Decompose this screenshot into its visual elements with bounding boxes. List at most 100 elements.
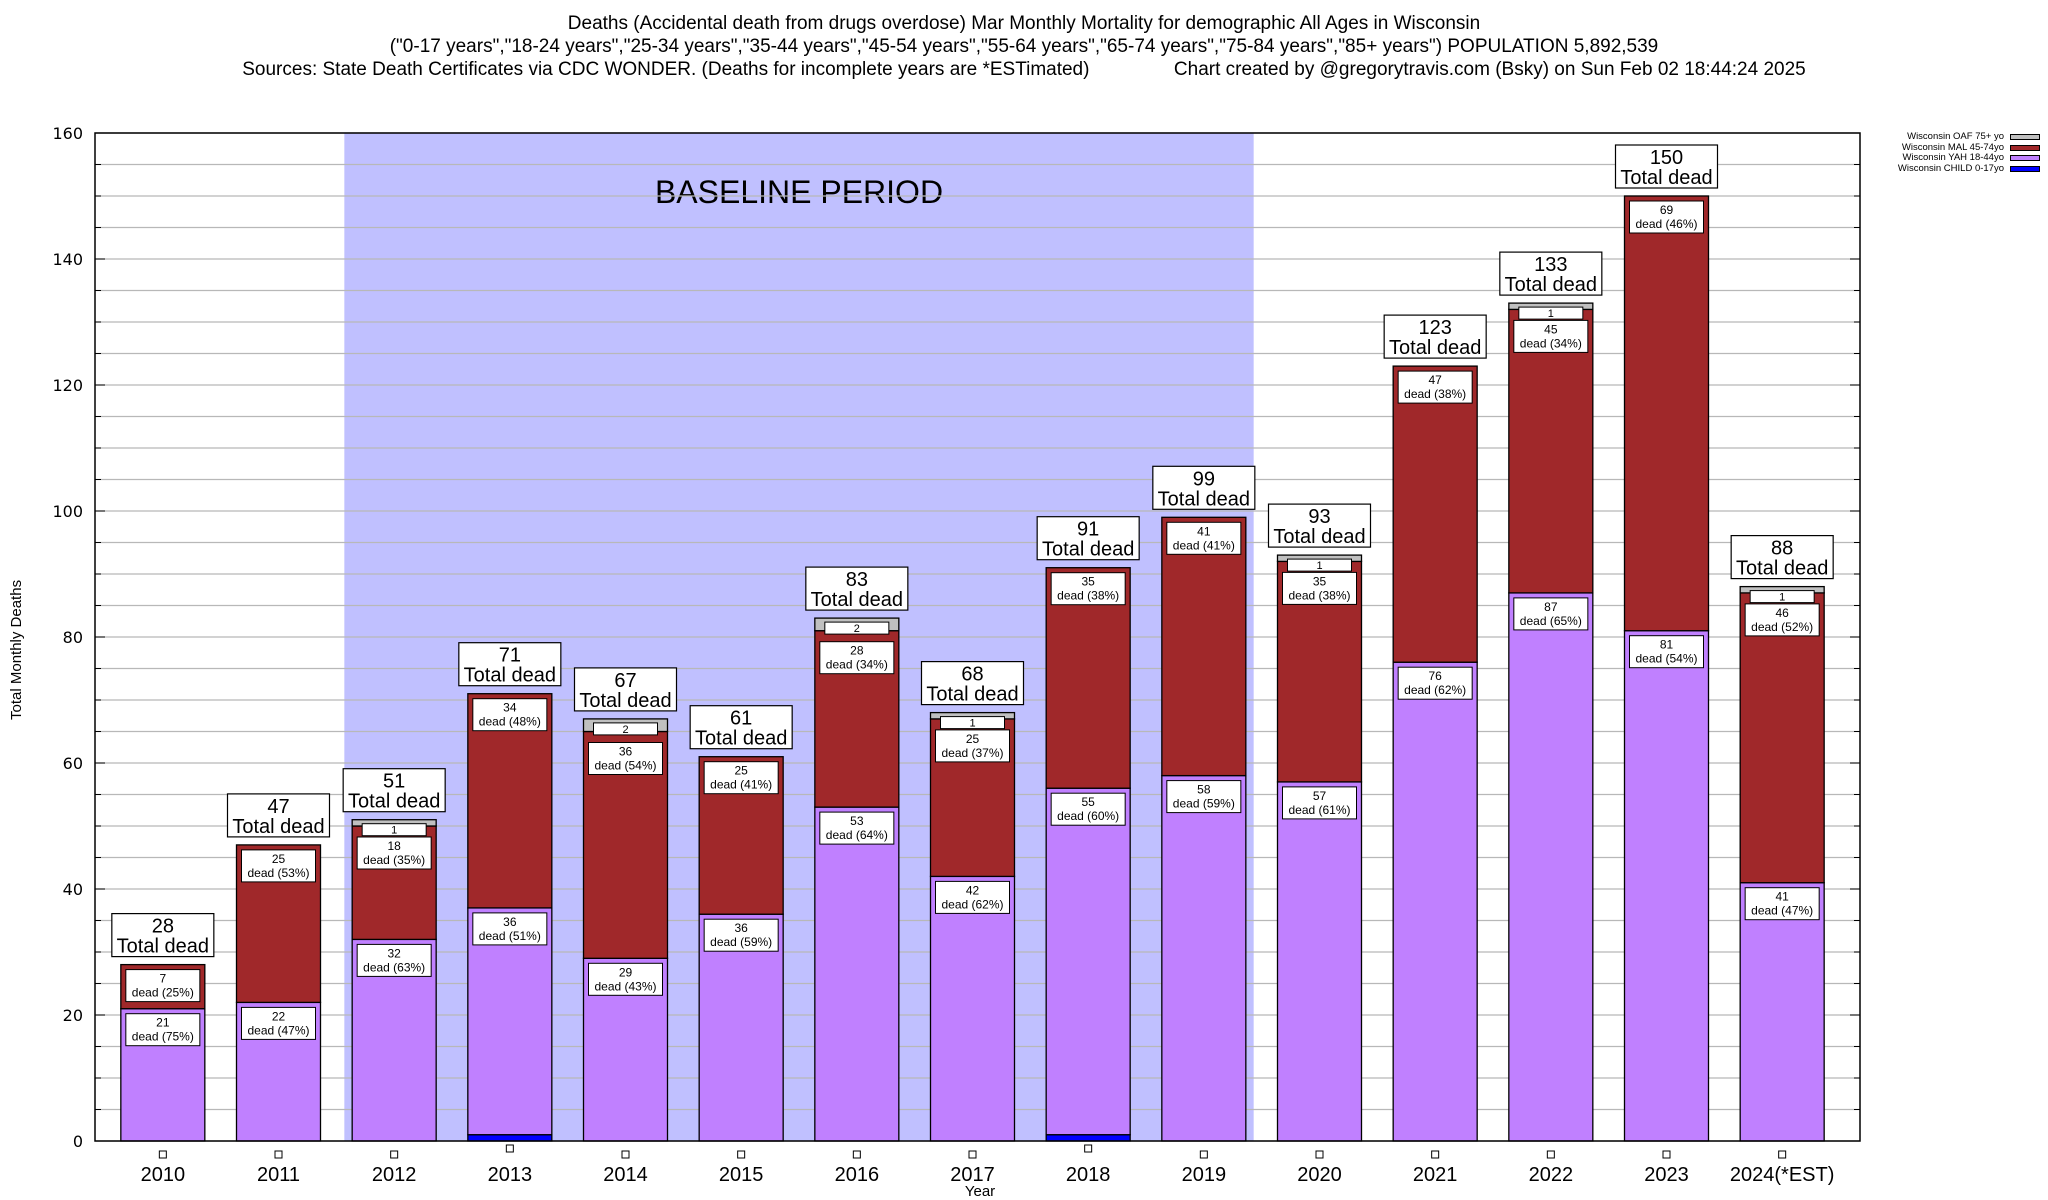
bar-segment-wisconsin-yah-18-44yo [1623, 630, 1710, 1142]
segment-label-count: 34 [503, 701, 517, 715]
total-label-value: 93 [1308, 506, 1330, 528]
segment-label-percent: dead (65%) [1520, 614, 1582, 628]
segment-label-percent: dead (52%) [1751, 620, 1813, 634]
segment-label-count: 29 [619, 965, 633, 979]
total-label-box [1152, 465, 1256, 510]
x-marker [158, 1150, 167, 1159]
segment-label-count: 57 [1313, 789, 1327, 803]
segment-label-percent: dead (41%) [710, 778, 772, 792]
oaf-label: 1 [1548, 308, 1554, 320]
legend-label: Wisconsin MAL 45-74yo [1901, 141, 2004, 153]
segment-label-percent: dead (53%) [247, 866, 309, 880]
total-label-box [1036, 516, 1140, 561]
oaf-label: 1 [1316, 560, 1322, 572]
total-label-value: 71 [499, 645, 521, 667]
segment-label-box [819, 641, 895, 675]
segment-label-box [1397, 666, 1473, 700]
segment-label-box [1513, 319, 1589, 353]
total-label-box [1499, 251, 1603, 296]
total-label-value: 150 [1650, 147, 1683, 169]
total-label-box [573, 667, 678, 712]
segment-label-box [472, 912, 548, 946]
bar-segment-wisconsin-yah-18-44yo [814, 806, 900, 1142]
legend-label: Wisconsin OAF 75+ yo [1907, 131, 2004, 142]
total-label-text: Total dead [1505, 274, 1597, 296]
segment-label-count: 25 [272, 852, 286, 866]
x-tick-label: 2016 [835, 1164, 880, 1186]
segment-label-percent: dead (37%) [941, 746, 1003, 760]
total-label-box [920, 660, 1025, 706]
segment-label-percent: dead (59%) [1173, 797, 1235, 811]
segment-label-percent: dead (51%) [479, 929, 541, 943]
segment-label-box [1050, 792, 1126, 826]
legend-item: Wisconsin CHILD 0-17yo [1858, 163, 2048, 175]
segment-label-count: 42 [966, 883, 980, 897]
segment-label-box [472, 698, 548, 732]
segment-label-box [1629, 635, 1704, 669]
total-label-value: 28 [152, 916, 174, 938]
bar-segment-wisconsin-mal-45-74yo [1739, 592, 1825, 884]
segment-label-count: 41 [1197, 524, 1211, 538]
bar-segment-wisconsin-mal-45-74yo [1161, 516, 1247, 777]
total-label-box [226, 793, 331, 838]
total-label-box [342, 768, 446, 813]
bar-segment-wisconsin-mal-45-74yo [1392, 365, 1478, 663]
segment-label-box [241, 849, 316, 883]
segment-label-count: 45 [1544, 322, 1558, 336]
x-tick-label: 2011 [257, 1164, 300, 1186]
bar-segment-wisconsin-mal-45-74yo [1623, 195, 1710, 632]
x-tick-label: 2012 [372, 1164, 417, 1186]
oaf-label: 1 [391, 825, 397, 837]
segment-label-count: 21 [156, 1016, 170, 1030]
plot-frame [94, 132, 1861, 1142]
total-label-value: 67 [614, 670, 636, 692]
segment-label-percent: dead (34%) [826, 658, 888, 672]
bar-segment-wisconsin-yah-18-44yo [1045, 787, 1131, 1136]
total-label-text: Total dead [464, 665, 556, 687]
segment-label-box [241, 1006, 316, 1040]
segment-label-box [819, 811, 895, 845]
total-label-box [1383, 314, 1487, 359]
segment-label-count: 32 [387, 946, 401, 960]
total-label-text: Total dead [1042, 539, 1134, 561]
segment-label-percent: dead (41%) [1173, 538, 1235, 552]
x-tick-label: 2017 [950, 1164, 995, 1186]
total-label-box [458, 642, 562, 687]
total-label-text: Total dead [1273, 526, 1365, 548]
oaf-label-box [940, 716, 1005, 730]
segment-label-percent: dead (43%) [594, 979, 656, 993]
segment-label-count: 28 [850, 644, 864, 658]
y-tick-label: 140 [52, 250, 83, 269]
segment-label-percent: dead (38%) [1288, 588, 1350, 602]
segment-label-count: 36 [503, 915, 517, 929]
total-label-value: 123 [1418, 317, 1451, 339]
y-tick-label: 60 [63, 754, 83, 773]
oaf-label-box [361, 823, 427, 837]
total-label-value: 47 [267, 796, 289, 818]
segment-label-percent: dead (62%) [941, 897, 1003, 911]
segment-label-count: 69 [1660, 203, 1674, 217]
y-tick-label: 40 [63, 880, 83, 899]
segment-label-box [588, 742, 663, 775]
y-tick-label: 100 [52, 502, 83, 521]
segment-label-percent: dead (54%) [594, 759, 656, 773]
segment-label-count: 41 [1775, 890, 1789, 904]
oaf-label: 2 [622, 724, 628, 736]
segment-label-percent: dead (35%) [363, 853, 425, 867]
segment-label-percent: dead (25%) [132, 986, 194, 1000]
total-label-text: Total dead [811, 589, 903, 611]
legend-label: Wisconsin YAH 18-44yo [1902, 152, 2004, 163]
legend-swatch [2010, 134, 2040, 141]
total-label-box [1614, 144, 1719, 189]
x-marker [1431, 1150, 1440, 1159]
oaf-label: 1 [1779, 592, 1785, 604]
segment-label-count: 18 [387, 839, 401, 853]
total-label-text: Total dead [926, 684, 1018, 706]
y-tick-label: 0 [73, 1132, 83, 1151]
segment-label-count: 35 [1081, 575, 1095, 589]
segment-label-percent: dead (60%) [1057, 809, 1119, 823]
segment-label-box [1629, 200, 1704, 234]
title-line-2: ("0-17 years","18-24 years","25-34 years… [389, 36, 1659, 57]
legend-swatch [2010, 144, 2040, 151]
segment-label-percent: dead (38%) [1404, 387, 1466, 401]
